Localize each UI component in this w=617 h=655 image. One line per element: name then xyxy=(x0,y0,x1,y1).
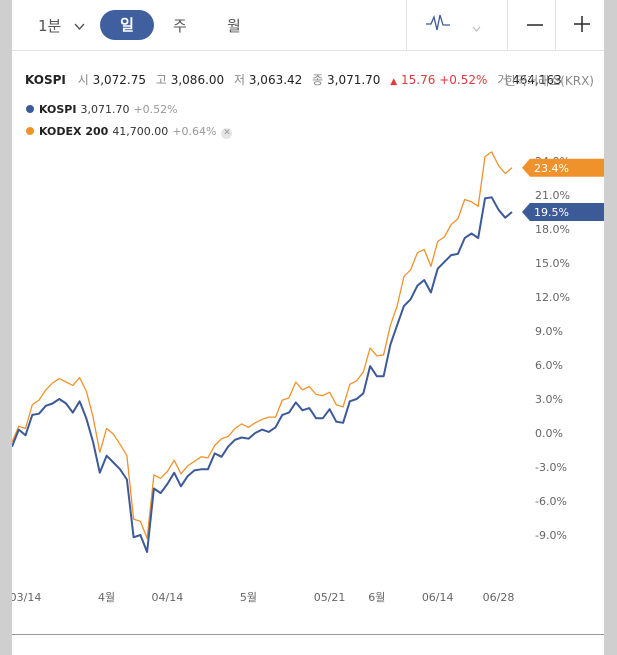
remove-series-icon[interactable]: ✕ xyxy=(221,128,233,139)
price-summary: KOSPI 시 3,072.75 고 3,086.00 저 3,063.42 종… xyxy=(25,71,568,88)
close-label: 종 xyxy=(312,73,324,87)
bottom-border xyxy=(12,634,604,635)
toolbar-divider xyxy=(555,0,556,50)
series-line-kodex200 xyxy=(12,151,513,540)
end-value-tag xyxy=(522,203,604,221)
legend-name: KODEX 200 xyxy=(39,125,109,138)
exchange-label: 한국거래소(KRX) xyxy=(505,74,594,88)
y-tick-label: 3.0% xyxy=(535,393,563,406)
plus-icon[interactable] xyxy=(573,15,591,37)
change-value: 15.76 xyxy=(401,73,436,87)
end-value-tag xyxy=(522,158,604,177)
up-triangle-icon: ▲ xyxy=(390,77,398,87)
end-value-label: 23.4% xyxy=(534,162,569,175)
x-tick-label: 6월 xyxy=(368,591,385,604)
low-value: 3,063.42 xyxy=(248,73,303,87)
tab-week[interactable]: 주 xyxy=(173,17,187,35)
minus-icon[interactable] xyxy=(526,16,544,38)
y-tick-label: 0.0% xyxy=(535,427,563,440)
x-tick-label: 4월 xyxy=(98,591,115,604)
toolbar-divider xyxy=(507,0,508,50)
index-name: KOSPI xyxy=(25,73,66,87)
interval-select[interactable]: 1분 xyxy=(38,17,62,35)
change-percent: +0.52% xyxy=(439,73,488,87)
series-dot-icon xyxy=(26,105,34,113)
legend-kodex[interactable]: KODEX 200 41,700.00 +0.64% ✕ xyxy=(26,125,233,139)
line-chart: -9.0% -6.0% -3.0% 0.0% 3.0% 6.0% 9.0% 12.0% 15.0… xyxy=(12,151,604,604)
y-tick-label: 15.0% xyxy=(535,257,570,270)
volume-label: 거 xyxy=(497,73,509,87)
x-tick-label: 06/14 xyxy=(422,591,454,604)
volume-value: 464,163 xyxy=(512,73,562,87)
tab-month[interactable]: 월 xyxy=(227,17,241,35)
close-value: 3,071.70 xyxy=(327,73,381,87)
chart-toolbar: 1분 일 주 월 xyxy=(12,0,604,51)
series-dot-icon xyxy=(26,127,34,135)
open-value: 3,072.75 xyxy=(92,73,147,87)
x-tick-label: 06/28 xyxy=(483,591,515,604)
legend-change: +0.64% xyxy=(172,125,217,138)
high-value: 3,086.00 xyxy=(170,73,225,87)
low-label: 저 xyxy=(233,73,246,87)
legend-kospi[interactable]: KOSPI 3,071.70 +0.52% xyxy=(26,103,178,116)
y-tick-label: 6.0% xyxy=(535,359,563,372)
y-tick-label: 21.0% xyxy=(535,189,570,202)
x-tick-label: 03/14 xyxy=(12,591,41,604)
end-value-label: 19.5% xyxy=(534,206,569,219)
high-label: 고 xyxy=(155,73,167,87)
y-tick-label: 18.0% xyxy=(535,223,570,236)
y-tick-label: 12.0% xyxy=(535,291,570,304)
tab-day[interactable]: 일 xyxy=(100,10,154,40)
y-tick-label: 9.0% xyxy=(535,325,563,338)
line-chart-icon[interactable] xyxy=(425,12,451,38)
open-label: 시 xyxy=(77,73,89,87)
chevron-down-icon[interactable] xyxy=(74,17,85,35)
toolbar-divider xyxy=(406,0,407,50)
legend-value: 3,071.70 xyxy=(80,103,130,116)
y-tick-label: -9.0% xyxy=(535,529,567,542)
chart-type-chevron-icon[interactable] xyxy=(472,17,481,36)
legend-value: 41,700.00 xyxy=(112,125,169,138)
x-tick-label: 04/14 xyxy=(152,591,184,604)
y-tick-label: -3.0% xyxy=(535,461,567,474)
legend-name: KOSPI xyxy=(39,103,77,116)
chart-panel: 1분 일 주 월 KOSPI 시 3,072.75 고 3,086.00 저 xyxy=(12,0,604,655)
x-tick-label: 05/21 xyxy=(314,591,346,604)
series-line-kospi xyxy=(12,196,513,553)
y-tick-label: -6.0% xyxy=(535,495,567,508)
x-tick-label: 5월 xyxy=(240,591,257,604)
legend-change: +0.52% xyxy=(133,103,178,116)
